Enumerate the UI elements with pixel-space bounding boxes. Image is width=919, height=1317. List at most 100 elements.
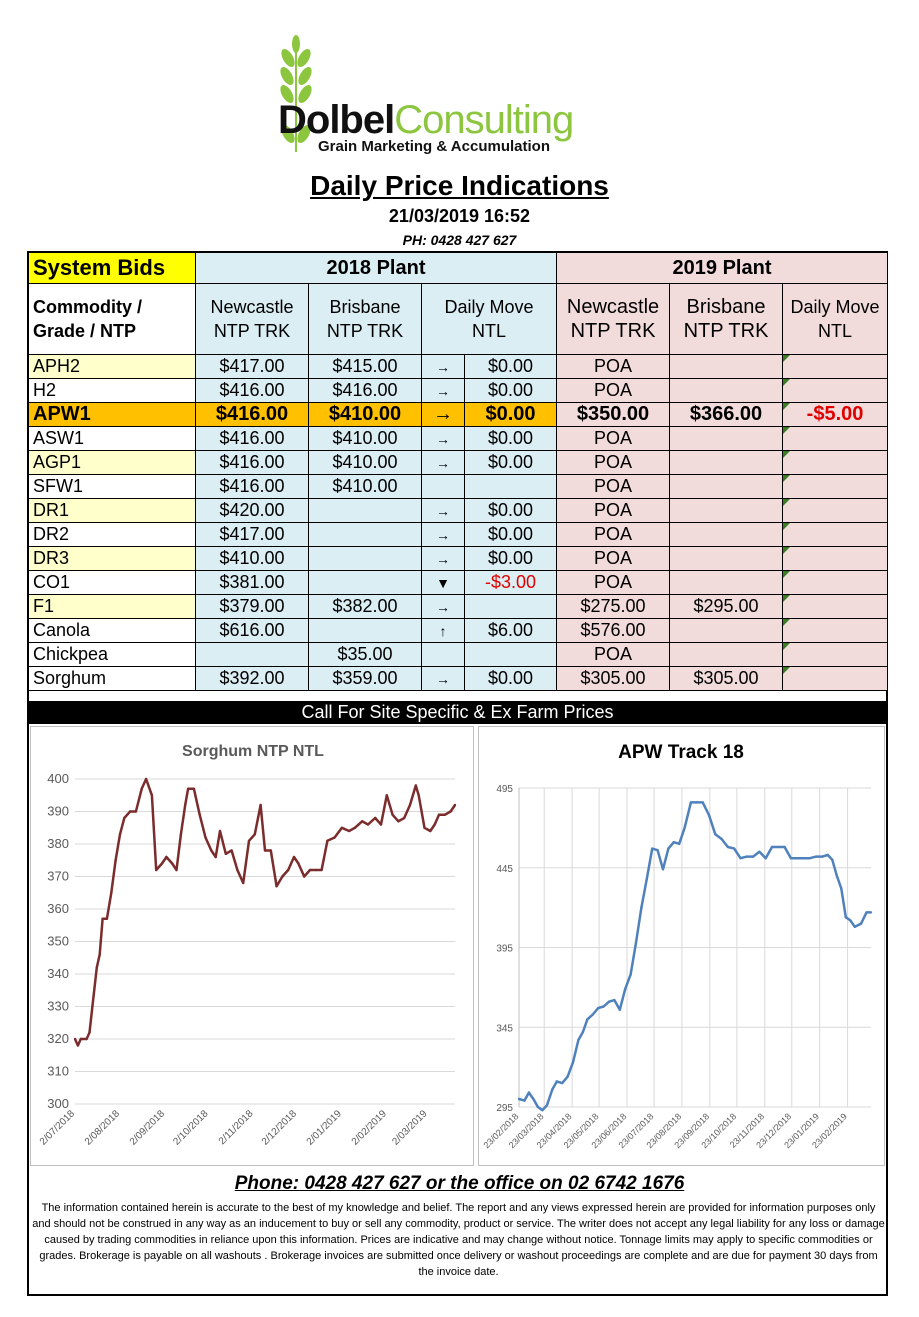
- data-point: [134, 810, 138, 813]
- data-point: [770, 845, 774, 849]
- move-arrow-2018: →: [421, 498, 465, 523]
- price-brisbane-2019: [669, 546, 784, 571]
- data-point: [720, 837, 723, 841]
- move-value-2019: [782, 450, 889, 475]
- price-brisbane-2019: [669, 354, 784, 379]
- data-point: [689, 801, 693, 804]
- price-brisbane-2019: [669, 450, 784, 475]
- price-brisbane-2018: [308, 618, 422, 643]
- data-point: [155, 868, 158, 872]
- price-newcastle-2019: POA: [556, 498, 671, 523]
- move-value-2019: [782, 474, 889, 499]
- table-row: DR1 $420.00 → $0.00 POA: [28, 498, 889, 523]
- price-newcastle-2018: $416.00: [195, 426, 309, 451]
- move-value-2019: [782, 666, 889, 691]
- y-tick-label: 445: [496, 864, 513, 875]
- move-value-2018: [463, 642, 558, 667]
- data-point: [607, 1000, 611, 1003]
- call-for-prices-bar: Call For Site Specific & Ex Farm Prices: [28, 701, 887, 724]
- price-brisbane-2018: [308, 498, 422, 523]
- price-brisbane-2019: [669, 522, 784, 547]
- data-point: [123, 816, 126, 820]
- table-row: AGP1 $416.00 $410.00 → $0.00 POA: [28, 450, 889, 475]
- price-newcastle-2019: $305.00: [556, 666, 671, 691]
- price-brisbane-2018: $410.00: [308, 450, 422, 475]
- data-point: [602, 1005, 605, 1008]
- data-point: [536, 1105, 540, 1109]
- y-tick-label: 390: [47, 804, 69, 819]
- data-point: [849, 919, 852, 922]
- move-value-2018: $6.00: [463, 618, 558, 643]
- data-point: [865, 911, 868, 914]
- data-point: [443, 813, 446, 816]
- price-brisbane-2019: [669, 570, 784, 595]
- price-newcastle-2018: $417.00: [195, 522, 309, 547]
- commodity-name: H2: [28, 378, 196, 403]
- data-point: [714, 833, 717, 836]
- data-point: [764, 857, 767, 860]
- price-brisbane-2018: $416.00: [308, 378, 422, 403]
- commodity-name: APH2: [28, 354, 196, 379]
- data-point: [835, 874, 838, 877]
- data-point: [210, 849, 213, 852]
- data-point: [667, 847, 670, 850]
- data-point: [758, 850, 761, 853]
- price-brisbane-2019: [669, 426, 784, 451]
- data-point: [186, 787, 190, 790]
- data-point: [586, 1018, 589, 1021]
- table-row: DR3 $410.00 → $0.00 POA: [28, 546, 889, 571]
- data-point: [561, 1081, 564, 1085]
- data-point: [397, 820, 400, 823]
- data-point: [566, 1075, 569, 1078]
- data-point: [532, 1097, 535, 1101]
- price-brisbane-2018: [308, 570, 422, 595]
- table-row: Canola $616.00 ↑ $6.00 $576.00: [28, 618, 889, 643]
- price-brisbane-2018: $35.00: [308, 642, 422, 667]
- move-value-2019: -$5.00: [782, 402, 889, 427]
- move-arrow-2018: [421, 474, 465, 499]
- price-brisbane-2018: $410.00: [308, 402, 422, 427]
- chart-title: APW Track 18: [618, 742, 744, 763]
- header-phone: PH: 0428 427 627: [402, 232, 517, 248]
- move-value-2019: [782, 522, 889, 547]
- move-arrow-2018: →: [421, 402, 465, 427]
- move-arrow-2018: →: [421, 666, 465, 691]
- data-point: [269, 849, 272, 852]
- price-newcastle-2018: $616.00: [195, 618, 309, 643]
- commodity-name: DR3: [28, 546, 196, 571]
- data-point: [751, 855, 755, 858]
- move-value-2018: $0.00: [463, 354, 558, 379]
- move-value-2019: [782, 354, 889, 379]
- data-point: [333, 836, 336, 839]
- data-point: [340, 826, 344, 829]
- chart-title: Sorghum NTP NTL: [182, 743, 324, 760]
- x-tick-label: 2/03/2019: [390, 1108, 430, 1148]
- table-row: F1 $379.00 $382.00 → $275.00 $295.00: [28, 594, 889, 619]
- data-point: [651, 847, 654, 850]
- commodity-name: DR2: [28, 522, 196, 547]
- data-point: [613, 998, 616, 1002]
- y-tick-label: 300: [47, 1096, 69, 1111]
- group-2018-plant: 2018 Plant: [194, 252, 558, 284]
- move-value-2019: [782, 498, 889, 523]
- data-point: [403, 816, 406, 820]
- price-newcastle-2018: $417.00: [195, 354, 309, 379]
- data-point: [437, 813, 441, 816]
- move-arrow-2018: →: [421, 546, 465, 571]
- data-point: [645, 877, 648, 881]
- move-value-2018: $0.00: [463, 498, 558, 523]
- data-point: [629, 973, 632, 976]
- data-point: [672, 841, 675, 844]
- data-point: [814, 855, 818, 858]
- price-brisbane-2018: $410.00: [308, 426, 422, 451]
- x-tick-label: 2/07/2018: [38, 1108, 78, 1148]
- price-brisbane-2018: $382.00: [308, 594, 422, 619]
- data-point: [171, 862, 174, 865]
- data-point: [76, 1044, 80, 1047]
- data-point: [79, 1037, 82, 1041]
- commodity-name: CO1: [28, 570, 196, 595]
- wheat-icon: [280, 35, 312, 152]
- x-tick-label: 2/08/2018: [83, 1108, 123, 1148]
- data-point: [204, 836, 207, 839]
- table-row: Chickpea $35.00 POA: [28, 642, 889, 667]
